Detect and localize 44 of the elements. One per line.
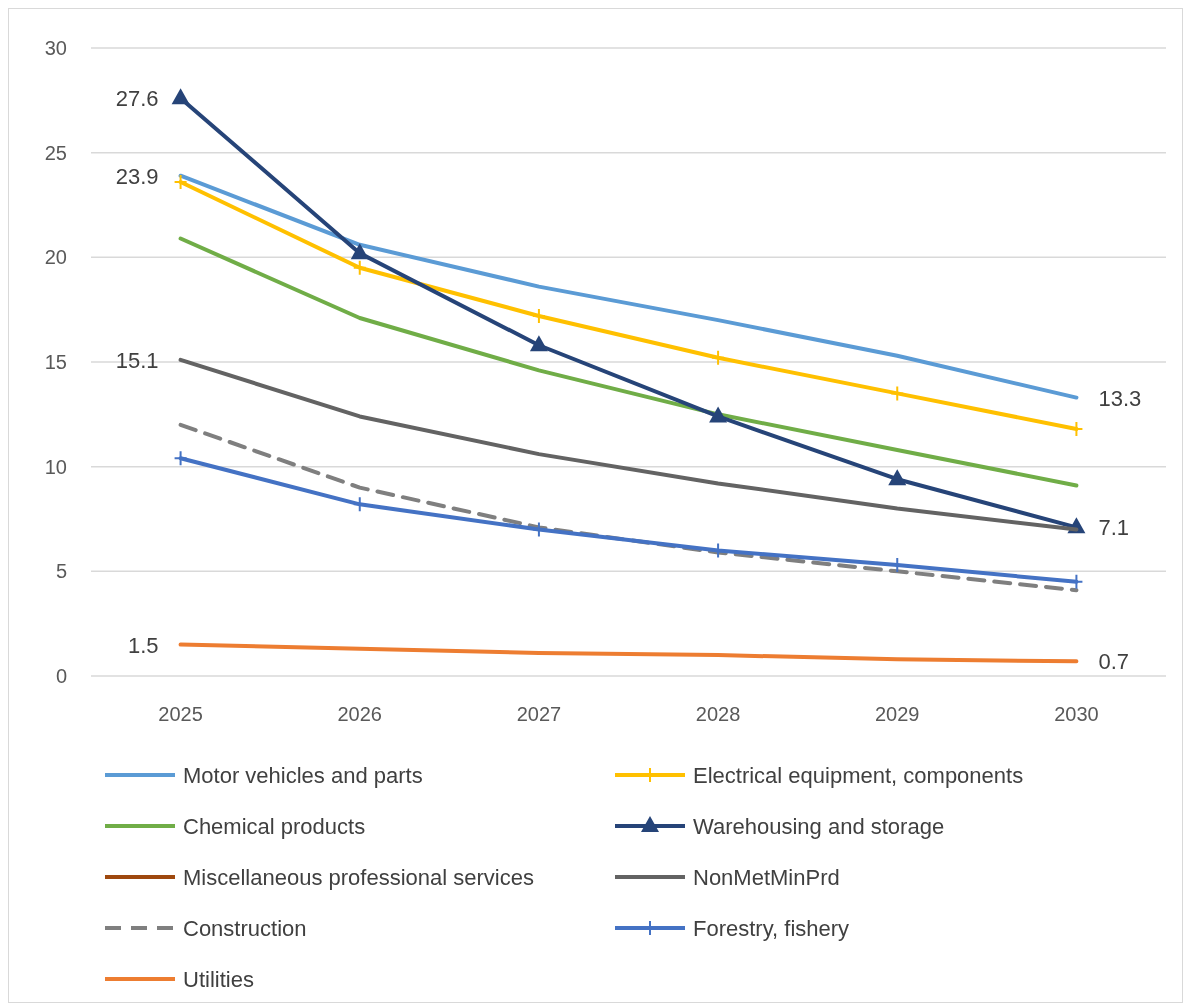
point [529, 335, 548, 352]
y-tick-label: 25 [44, 141, 67, 164]
y-tick-label: 20 [44, 246, 67, 269]
point [890, 385, 905, 402]
legend-label: Electrical equipment, components [693, 763, 1024, 788]
point [352, 259, 367, 276]
data-label: 27.6 [115, 86, 159, 112]
y-tick-label: 0 [55, 665, 67, 687]
point [173, 450, 188, 467]
data-label: 0.7 [1098, 649, 1130, 675]
line-series [178, 236, 1079, 488]
x-tick-label: 2025 [158, 703, 203, 725]
legend-label: Forestry, fishery [693, 916, 850, 941]
x-tick-label: 2027 [516, 703, 562, 725]
point [711, 349, 726, 366]
line-series [178, 642, 1079, 664]
point [1069, 420, 1084, 437]
y-tick-label: 5 [55, 560, 67, 583]
x-tick-label: 2029 [875, 703, 920, 725]
legend-label: Warehousing and storage [693, 814, 945, 839]
y-tick-label: 30 [44, 37, 67, 59]
point [888, 469, 907, 486]
legend-label: Miscellaneous professional services [183, 865, 534, 890]
x-tick-label: 2028 [695, 703, 741, 725]
data-label: 13.3 [1098, 385, 1142, 411]
legend-label: Utilities [183, 967, 254, 992]
data-label: 23.9 [115, 163, 159, 189]
data-label: 15.1 [115, 347, 159, 373]
legend-label: Motor vehicles and parts [183, 763, 423, 788]
legend-label: Chemical products [183, 814, 366, 839]
legend-label: Construction [183, 916, 307, 941]
legend-label: NonMetMinPrd [693, 865, 840, 890]
point [709, 406, 728, 423]
data-label: 1.5 [127, 632, 159, 658]
y-tick-label: 10 [44, 455, 67, 478]
point [171, 88, 190, 105]
y-tick-label: 15 [44, 351, 67, 373]
data-label: 7.1 [1098, 515, 1130, 541]
line-series [178, 422, 1079, 593]
point [173, 173, 188, 190]
x-tick-label: 2026 [337, 703, 382, 725]
point [531, 307, 546, 324]
x-tick-label: 2030 [1054, 703, 1099, 725]
point [350, 243, 369, 260]
